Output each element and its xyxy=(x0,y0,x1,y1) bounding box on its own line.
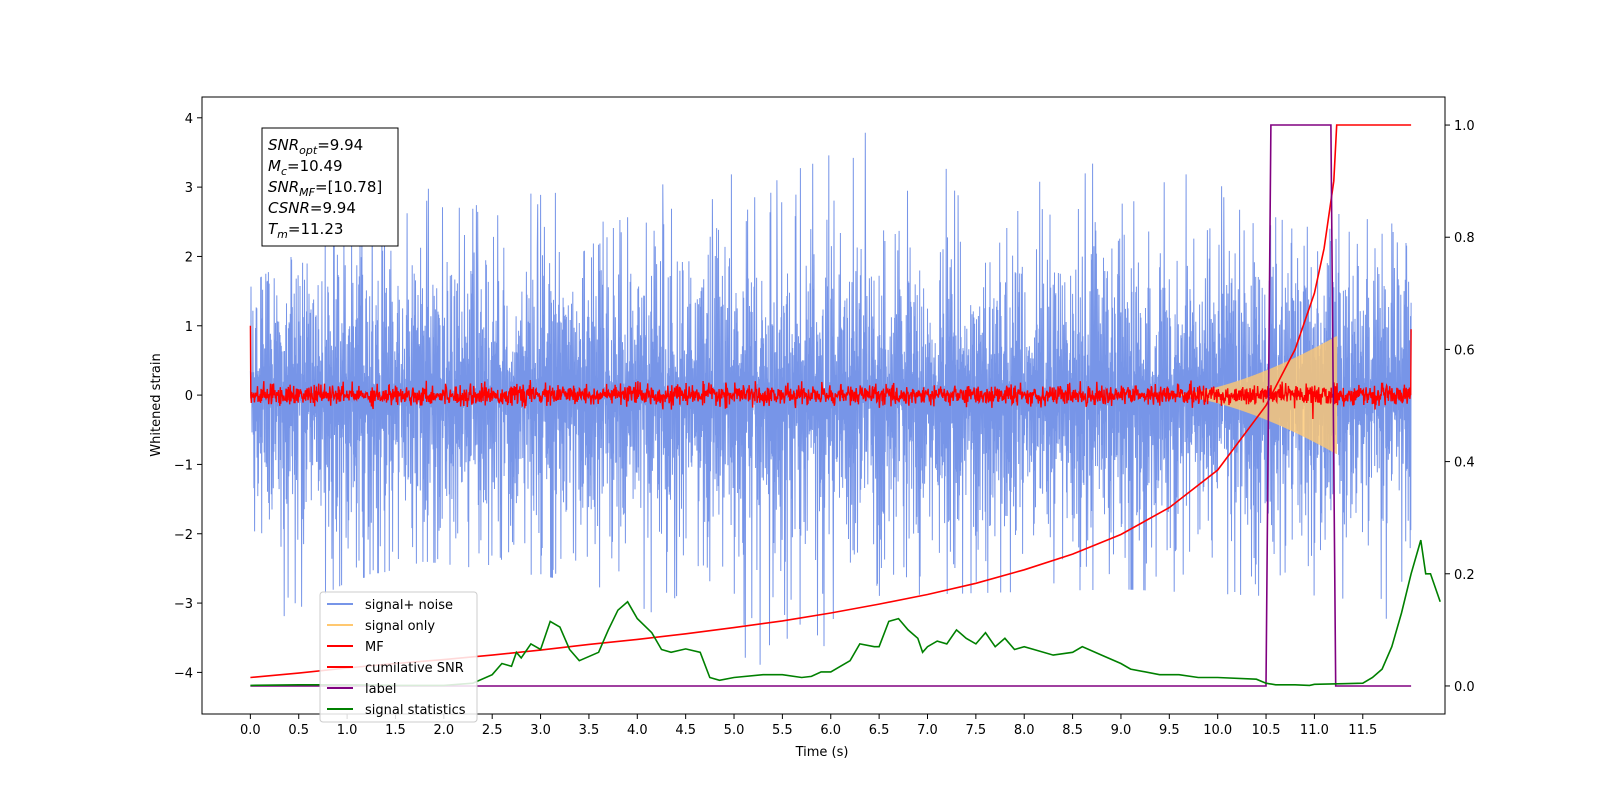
info-symbol: CSNR xyxy=(268,199,310,217)
legend-label: label xyxy=(365,682,396,697)
x-tick-label: 6.0 xyxy=(820,723,841,738)
legend-frame xyxy=(319,591,478,723)
x-tick-label: 3.0 xyxy=(530,723,551,738)
x-tick-label: 11.5 xyxy=(1348,723,1377,738)
x-axis: 0.0 0.5 1.0 1.5 2.0 2.5 3.0 3.5 4.0 4.5 5.0 5.5 6.0 6… xyxy=(240,714,1377,738)
y-tick-label: −3 xyxy=(174,597,193,612)
y2-tick-label: 0.8 xyxy=(1454,231,1475,246)
x-tick-label: 8.5 xyxy=(1062,723,1083,738)
legend-label: MF xyxy=(365,640,384,655)
legend-label: signal statistics xyxy=(365,703,466,718)
series-line xyxy=(250,539,1441,687)
plot-frame xyxy=(201,96,1446,715)
info-subscript: m xyxy=(277,228,288,241)
info-line: Mc=10.49 xyxy=(268,157,343,178)
y2-tick-label: 0.0 xyxy=(1454,680,1475,695)
info-subscript: opt xyxy=(299,144,318,157)
legend-label: signal+ noise xyxy=(365,598,453,613)
y-tick-label: 0 xyxy=(185,389,193,404)
y-axis-left: 4 3 2 1 0 −1 −2 −3 −4 xyxy=(174,112,202,681)
x-tick-label: 5.0 xyxy=(724,723,745,738)
legend: signal+ noise signal only MF cumilative SNR… xyxy=(319,591,478,723)
x-tick-label: 1.5 xyxy=(385,723,406,738)
x-tick-label: 0.5 xyxy=(288,723,309,738)
info-value: =9.94 xyxy=(317,136,363,154)
info-line: SNRopt=9.94 xyxy=(268,136,363,157)
y-tick-label: 2 xyxy=(185,250,193,265)
info-box: SNRopt=9.94Mc=10.49SNRMF=[10.78]CSNR=9.9… xyxy=(261,127,399,247)
x-tick-label: 9.5 xyxy=(1159,723,1180,738)
x-tick-label: 2.0 xyxy=(433,723,454,738)
y2-tick-label: 0.4 xyxy=(1454,456,1475,471)
x-tick-label: 9.0 xyxy=(1111,723,1132,738)
x-tick-label: 0.0 xyxy=(240,723,261,738)
info-line: SNRMF=[10.78] xyxy=(268,178,382,199)
y2-tick-label: 0.2 xyxy=(1454,568,1475,583)
x-tick-label: 6.5 xyxy=(869,723,890,738)
info-box-frame xyxy=(261,127,399,247)
x-tick-label: 3.5 xyxy=(579,723,600,738)
info-line: Tm=11.23 xyxy=(268,220,343,241)
x-tick-label: 7.5 xyxy=(966,723,987,738)
x-tick-label: 1.0 xyxy=(337,723,358,738)
y-tick-label: −1 xyxy=(174,458,193,473)
info-subscript: c xyxy=(281,165,287,178)
series-line xyxy=(249,132,1412,665)
series-line xyxy=(249,325,1412,420)
info-symbol: SNR xyxy=(268,136,299,154)
y-tick-label: 1 xyxy=(185,320,193,335)
legend-label: cumilative SNR xyxy=(365,661,464,676)
x-tick-label: 10.5 xyxy=(1252,723,1281,738)
y-tick-label: −4 xyxy=(174,666,193,681)
x-tick-label: 2.5 xyxy=(482,723,503,738)
y-tick-label: 3 xyxy=(185,181,193,196)
info-value: =9.94 xyxy=(310,199,356,217)
info-value: =[10.78] xyxy=(315,178,382,196)
info-symbol: M xyxy=(268,157,281,175)
y-tick-label: 4 xyxy=(185,112,193,127)
y-tick-label: −2 xyxy=(174,528,193,543)
x-tick-label: 10.0 xyxy=(1203,723,1232,738)
x-tick-label: 11.0 xyxy=(1300,723,1329,738)
info-symbol: T xyxy=(268,220,279,238)
y-axis-right: 1.0 0.8 0.6 0.4 0.2 0.0 xyxy=(1445,119,1475,695)
info-symbol: SNR xyxy=(268,178,299,196)
y2-tick-label: 0.6 xyxy=(1454,343,1475,358)
info-value: =10.49 xyxy=(287,157,343,175)
x-tick-label: 7.0 xyxy=(917,723,938,738)
y-axis-label: Whitened strain xyxy=(149,353,164,456)
legend-label: signal only xyxy=(365,619,435,634)
info-line: CSNR=9.94 xyxy=(268,199,356,217)
info-value: =11.23 xyxy=(288,220,344,238)
x-tick-label: 5.5 xyxy=(772,723,793,738)
y2-tick-label: 1.0 xyxy=(1454,119,1475,134)
x-tick-label: 4.0 xyxy=(627,723,648,738)
x-axis-label: Time (s) xyxy=(795,745,849,760)
info-subscript: MF xyxy=(299,186,315,199)
series-line xyxy=(250,124,1412,687)
x-tick-label: 4.5 xyxy=(675,723,696,738)
x-tick-label: 8.0 xyxy=(1014,723,1035,738)
